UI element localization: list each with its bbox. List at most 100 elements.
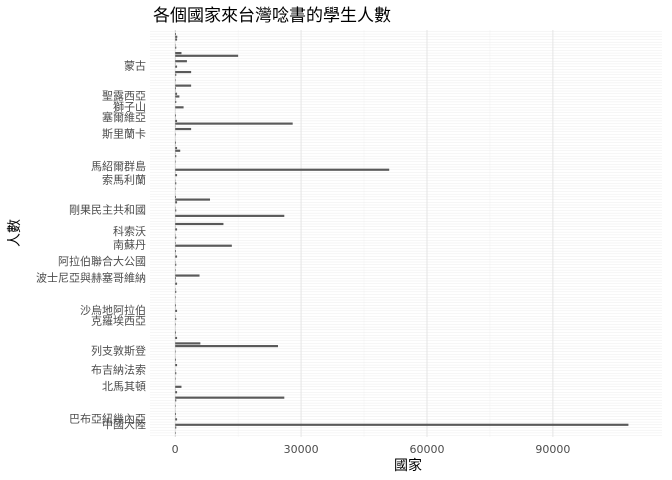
y-tick-label: 馬紹爾群島 bbox=[91, 159, 146, 173]
y-tick-label: 巴布亞紐幾內亞 bbox=[69, 412, 146, 425]
bar bbox=[175, 263, 177, 266]
y-tick-label: 塞爾維亞 bbox=[102, 110, 146, 124]
y-axis-title: 人數 bbox=[7, 219, 23, 247]
bar bbox=[175, 244, 232, 247]
bar bbox=[175, 95, 180, 98]
bar bbox=[175, 54, 239, 57]
bar bbox=[175, 282, 178, 285]
y-tick-label: 斯里蘭卡 bbox=[102, 127, 146, 140]
bar bbox=[175, 423, 629, 426]
bar bbox=[175, 92, 178, 95]
bar bbox=[175, 336, 178, 340]
bar bbox=[175, 201, 178, 204]
bar bbox=[175, 114, 176, 117]
bar bbox=[175, 155, 177, 158]
bar bbox=[175, 60, 187, 63]
bar bbox=[175, 345, 278, 348]
x-tick-label: 30000 bbox=[284, 443, 319, 456]
bar bbox=[175, 404, 176, 407]
bar bbox=[175, 122, 293, 125]
bar bbox=[175, 127, 192, 131]
y-tick-label: 布吉納法索 bbox=[91, 363, 146, 377]
bar bbox=[175, 350, 176, 353]
bar bbox=[175, 119, 178, 122]
bar bbox=[175, 32, 176, 36]
bar bbox=[175, 399, 177, 402]
y-tick-label: 南蘇丹 bbox=[113, 239, 146, 252]
bar bbox=[175, 141, 176, 144]
bar bbox=[175, 236, 177, 239]
y-tick-label: 沙烏地阿拉伯 bbox=[80, 303, 146, 317]
bar bbox=[175, 87, 176, 90]
chart-title: 各個國家來台灣唸書的學生人數 bbox=[153, 6, 391, 26]
bar bbox=[175, 396, 285, 399]
bar bbox=[175, 426, 177, 429]
bar bbox=[175, 182, 177, 185]
bar bbox=[175, 290, 177, 293]
y-tick-label: 克羅埃西亞 bbox=[91, 314, 146, 328]
bar bbox=[175, 79, 176, 82]
bar bbox=[175, 187, 176, 190]
bar bbox=[175, 149, 181, 152]
bar bbox=[175, 222, 224, 226]
bar bbox=[175, 35, 178, 38]
y-tick-label: 阿拉伯聯合大公國 bbox=[58, 254, 146, 268]
bar bbox=[175, 377, 176, 380]
bar bbox=[175, 106, 184, 109]
bar bbox=[175, 195, 176, 198]
bar bbox=[175, 174, 178, 177]
bar bbox=[175, 304, 176, 307]
bar bbox=[175, 277, 176, 280]
bar bbox=[175, 274, 200, 277]
bars bbox=[175, 30, 629, 437]
y-tick-label: 剛果民主共和國 bbox=[69, 203, 146, 216]
y-tick-label: 波士尼亞與赫塞哥維納 bbox=[36, 270, 146, 284]
bar bbox=[175, 133, 176, 136]
bar bbox=[175, 168, 390, 171]
bar bbox=[175, 364, 178, 367]
y-tick-label: 蒙古 bbox=[124, 60, 146, 73]
bar bbox=[175, 209, 177, 212]
y-tick-label: 中國大陸 bbox=[102, 417, 146, 431]
bar bbox=[175, 317, 177, 321]
bar bbox=[175, 358, 176, 361]
x-axis-title: 國家 bbox=[394, 457, 422, 474]
bar bbox=[175, 269, 176, 272]
y-tick-label: 科索沃 bbox=[113, 224, 146, 238]
bar bbox=[175, 412, 176, 416]
y-tick-label: 列支敦斯登 bbox=[91, 344, 146, 358]
bar bbox=[175, 323, 176, 326]
bar bbox=[175, 385, 182, 388]
grid bbox=[150, 30, 662, 437]
bar bbox=[175, 73, 177, 76]
bar bbox=[175, 372, 177, 375]
bar bbox=[175, 65, 178, 68]
y-tick-label: 聖露西亞 bbox=[102, 89, 146, 102]
bar bbox=[175, 198, 211, 201]
bar bbox=[175, 296, 176, 299]
bar bbox=[175, 342, 201, 345]
bar bbox=[175, 331, 176, 334]
y-tick-label: 索馬利蘭 bbox=[102, 173, 146, 187]
x-tick-label: 90000 bbox=[535, 443, 570, 456]
bar bbox=[175, 418, 178, 421]
bar bbox=[175, 309, 178, 312]
bar bbox=[175, 84, 192, 87]
bar bbox=[175, 70, 192, 74]
bar bbox=[175, 391, 178, 394]
y-tick-label: 獅子山 bbox=[113, 99, 146, 113]
bar bbox=[175, 241, 176, 245]
bar bbox=[175, 255, 178, 258]
x-tick-label: 0 bbox=[172, 443, 179, 456]
bar bbox=[175, 431, 176, 435]
bar bbox=[175, 100, 177, 103]
bar bbox=[175, 160, 176, 163]
bar bbox=[175, 51, 182, 55]
bar bbox=[175, 228, 178, 231]
bar bbox=[175, 214, 285, 217]
y-tick-label: 北馬其頓 bbox=[102, 379, 146, 393]
bar bbox=[175, 146, 178, 150]
bar bbox=[175, 38, 178, 41]
